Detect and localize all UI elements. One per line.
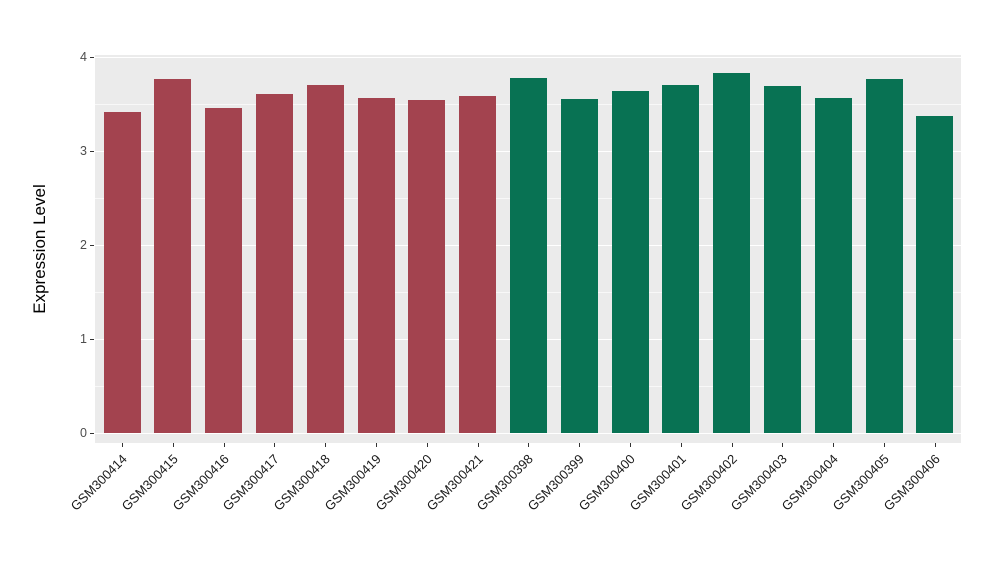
bar-GSM300414 <box>103 111 141 433</box>
x-axis-tick <box>680 443 682 447</box>
y-axis-tick <box>90 57 94 58</box>
gridline-major <box>95 432 961 434</box>
x-tick-label: GSM300414 <box>67 451 130 514</box>
x-axis-tick <box>630 443 631 447</box>
x-axis-tick <box>528 443 530 447</box>
x-tick-label: GSM300415 <box>118 451 181 514</box>
x-tick-label: GSM300421 <box>423 451 486 514</box>
y-tick-label: 0 <box>80 426 87 440</box>
y-axis-tick <box>90 151 94 152</box>
y-tick-label: 3 <box>80 144 87 158</box>
x-tick-label: GSM300417 <box>220 451 283 514</box>
y-tick-label: 4 <box>80 50 87 64</box>
bar-GSM300419 <box>357 98 395 433</box>
bar-GSM300421 <box>459 96 497 433</box>
x-axis-tick <box>731 443 733 447</box>
x-axis-tick <box>426 443 428 447</box>
bar-GSM300401 <box>662 85 700 433</box>
bar-GSM300398 <box>509 77 547 433</box>
x-tick-label: GSM300416 <box>169 451 232 514</box>
x-tick-label: GSM300406 <box>880 451 943 514</box>
x-axis-tick <box>477 443 479 447</box>
x-tick-label: GSM300400 <box>575 451 638 514</box>
x-axis-tick <box>579 443 581 447</box>
x-axis-tick <box>833 443 835 447</box>
bar-GSM300418 <box>306 85 344 433</box>
x-tick-label: GSM300404 <box>778 451 842 514</box>
x-tick-label: GSM300405 <box>829 451 892 514</box>
x-tick-label: GSM300402 <box>677 451 740 514</box>
bar-GSM300405 <box>865 78 903 433</box>
x-tick-label: GSM300399 <box>524 451 588 514</box>
bar-GSM300402 <box>713 72 751 433</box>
x-axis-tick <box>172 443 174 447</box>
x-axis-tick <box>223 443 225 447</box>
bar-GSM300400 <box>611 90 649 433</box>
x-tick-label: GSM300418 <box>270 451 334 514</box>
bar-GSM300403 <box>763 86 801 433</box>
x-tick-label: GSM300398 <box>474 451 537 514</box>
bar-GSM300416 <box>205 107 243 433</box>
bar-GSM300406 <box>916 116 954 433</box>
x-tick-label: GSM300401 <box>626 451 689 514</box>
bar-GSM300399 <box>560 99 598 433</box>
x-axis-tick <box>325 443 327 447</box>
y-axis-tick <box>90 339 94 340</box>
x-axis-tick <box>884 443 885 447</box>
y-axis-tick <box>90 433 94 434</box>
y-tick-label: 2 <box>80 238 87 252</box>
x-axis-tick <box>122 443 123 447</box>
x-axis-tick <box>782 443 784 447</box>
x-tick-label: GSM300403 <box>728 451 791 514</box>
bar-GSM300417 <box>255 93 293 433</box>
plot-panel <box>95 55 961 443</box>
bar-GSM300420 <box>408 100 446 433</box>
x-axis-tick <box>376 443 377 447</box>
y-axis-tick <box>90 245 94 246</box>
gridline-major <box>95 56 961 58</box>
x-tick-label: GSM300419 <box>321 451 384 514</box>
bar-GSM300404 <box>814 98 852 433</box>
x-tick-label: GSM300420 <box>372 451 435 514</box>
x-axis-tick <box>274 443 276 447</box>
bar-GSM300415 <box>154 78 192 433</box>
x-axis-tick <box>934 443 936 447</box>
y-tick-label: 1 <box>80 332 87 346</box>
